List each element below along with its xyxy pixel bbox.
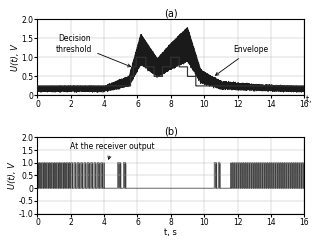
Text: t, s: t, s bbox=[305, 96, 312, 104]
Text: Envelope: Envelope bbox=[216, 45, 268, 75]
Y-axis label: U(t), V: U(t), V bbox=[8, 162, 17, 189]
Title: (b): (b) bbox=[164, 126, 178, 137]
Text: Decision
threshold: Decision threshold bbox=[56, 34, 131, 67]
Text: At the receiver output: At the receiver output bbox=[70, 142, 155, 159]
X-axis label: t, s: t, s bbox=[164, 228, 177, 237]
Y-axis label: U(t), V: U(t), V bbox=[11, 44, 20, 71]
Title: (a): (a) bbox=[164, 8, 178, 18]
